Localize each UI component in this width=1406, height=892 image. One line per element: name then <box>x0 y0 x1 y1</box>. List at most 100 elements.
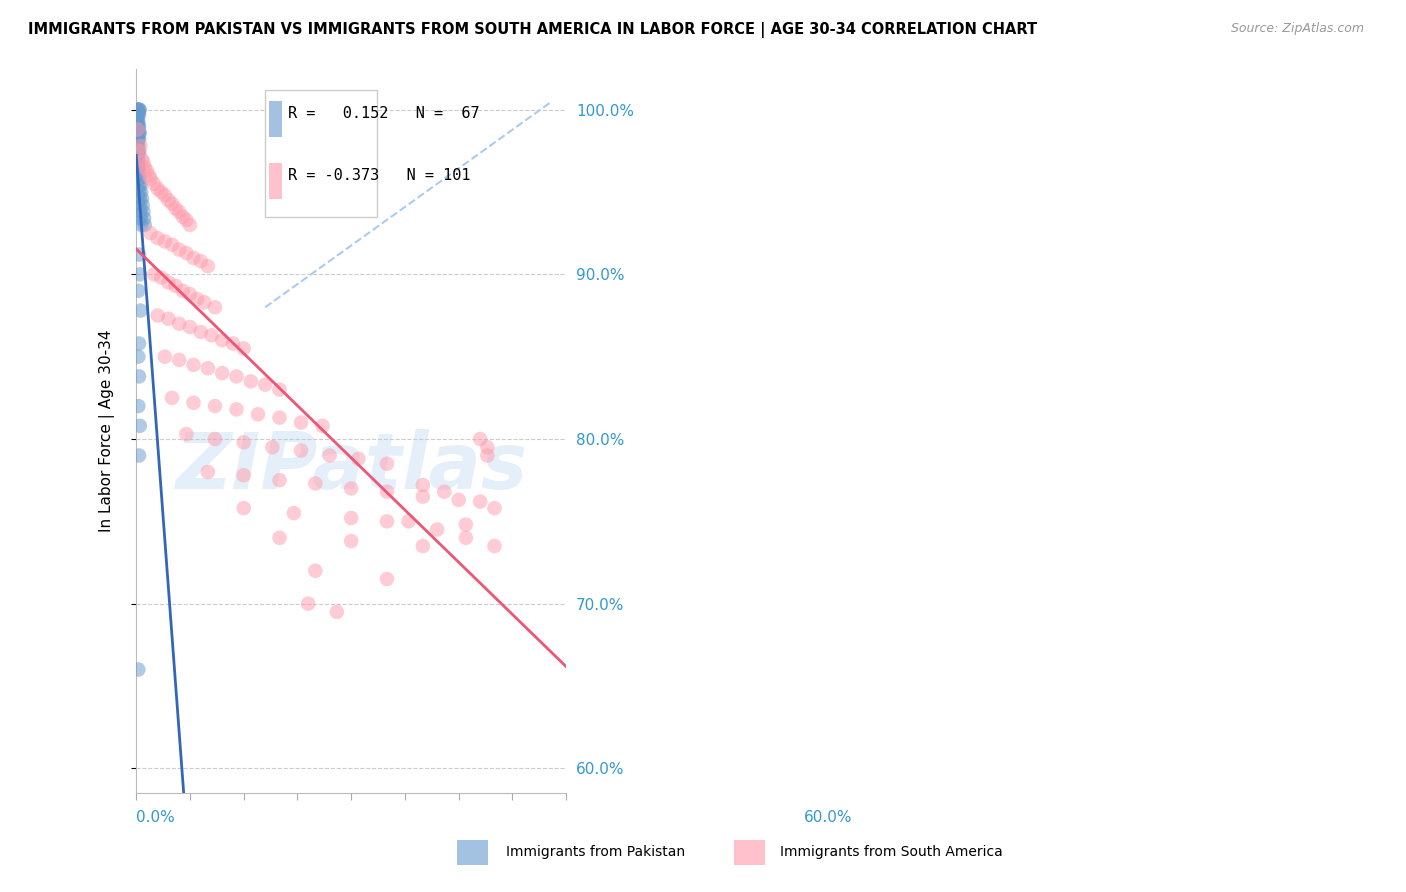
Point <box>125 132 148 146</box>
Text: Source: ZipAtlas.com: Source: ZipAtlas.com <box>1230 22 1364 36</box>
Point <box>128 268 150 282</box>
Point <box>131 152 153 166</box>
Point <box>127 139 149 153</box>
Point <box>127 663 149 677</box>
Point <box>128 145 150 160</box>
Point <box>262 440 284 454</box>
Point <box>447 492 470 507</box>
Point <box>304 476 326 491</box>
Point <box>269 410 291 425</box>
Point <box>412 478 434 492</box>
Point <box>128 103 150 117</box>
Point <box>454 531 477 545</box>
Point <box>129 204 152 219</box>
Point <box>167 317 190 331</box>
Point <box>128 108 150 122</box>
Point <box>165 202 187 216</box>
Point <box>347 451 370 466</box>
Point <box>128 198 150 212</box>
Text: 0.0%: 0.0% <box>136 810 174 825</box>
Point <box>125 108 148 122</box>
Point <box>375 484 398 499</box>
Point <box>197 361 219 376</box>
Point <box>127 284 149 298</box>
Y-axis label: In Labor Force | Age 30-34: In Labor Force | Age 30-34 <box>100 329 115 532</box>
Point <box>225 402 247 417</box>
Bar <box>270 101 283 137</box>
Point <box>127 132 149 146</box>
Point <box>190 325 212 339</box>
Point <box>254 377 277 392</box>
Point <box>127 108 149 122</box>
Point <box>340 534 363 549</box>
Point <box>160 237 183 252</box>
Point <box>125 103 148 117</box>
Point <box>433 484 456 499</box>
Point <box>204 399 226 413</box>
Point <box>128 336 150 351</box>
Text: 60.0%: 60.0% <box>804 810 853 825</box>
Point <box>128 144 150 158</box>
Point <box>454 517 477 532</box>
Point <box>176 246 198 260</box>
Point <box>132 204 155 219</box>
Point <box>127 114 149 128</box>
Point <box>297 597 319 611</box>
Point <box>225 369 247 384</box>
Point <box>167 353 190 368</box>
Point <box>477 449 499 463</box>
Point <box>129 211 152 226</box>
Point <box>172 284 194 298</box>
Point <box>127 159 149 173</box>
Point <box>128 132 150 146</box>
Point <box>143 177 166 191</box>
Point <box>239 375 262 389</box>
Point <box>128 159 150 173</box>
Text: R =   0.152   N =  67: R = 0.152 N = 67 <box>288 106 479 121</box>
Point <box>290 416 312 430</box>
Point <box>127 399 149 413</box>
Point <box>127 103 149 117</box>
Point <box>183 251 205 265</box>
Point <box>127 126 149 140</box>
Point <box>204 432 226 446</box>
Point <box>157 276 180 290</box>
Point <box>153 350 176 364</box>
Point <box>167 243 190 257</box>
Point <box>129 218 152 232</box>
Point <box>197 465 219 479</box>
Point <box>232 501 254 516</box>
Point <box>211 333 233 347</box>
Point <box>128 103 150 117</box>
Point <box>136 163 159 178</box>
Point <box>470 432 492 446</box>
Point <box>134 161 156 175</box>
Point <box>128 126 150 140</box>
Point <box>247 407 270 421</box>
Point <box>200 328 222 343</box>
Point <box>477 440 499 454</box>
Point <box>304 564 326 578</box>
Point <box>127 152 149 166</box>
Point <box>128 126 150 140</box>
Point <box>269 531 291 545</box>
Text: R = -0.373   N = 101: R = -0.373 N = 101 <box>288 169 470 183</box>
Point <box>375 572 398 586</box>
Point <box>160 391 183 405</box>
Point <box>484 539 506 553</box>
Point <box>128 369 150 384</box>
Point <box>183 396 205 410</box>
Point <box>232 342 254 356</box>
Point <box>128 178 150 193</box>
Point <box>204 300 226 314</box>
Point <box>412 539 434 553</box>
Point <box>127 171 149 186</box>
Point <box>128 247 150 261</box>
Point <box>131 192 153 206</box>
Point <box>129 303 152 318</box>
Point <box>127 103 149 117</box>
Point <box>150 185 173 199</box>
Point <box>132 211 155 226</box>
Point <box>128 165 150 179</box>
Point <box>232 468 254 483</box>
